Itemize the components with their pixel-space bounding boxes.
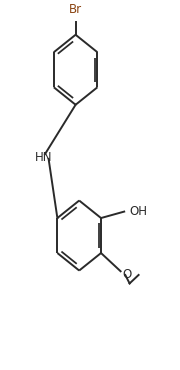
Text: HN: HN (35, 151, 53, 164)
Text: O: O (122, 269, 132, 282)
Text: OH: OH (130, 205, 148, 218)
Text: Br: Br (69, 3, 82, 16)
